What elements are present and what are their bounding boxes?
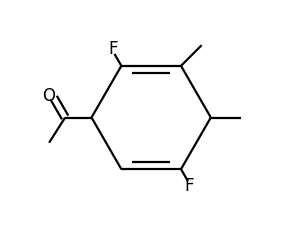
Text: F: F bbox=[108, 40, 117, 58]
Text: O: O bbox=[42, 87, 55, 106]
Text: F: F bbox=[184, 177, 194, 195]
